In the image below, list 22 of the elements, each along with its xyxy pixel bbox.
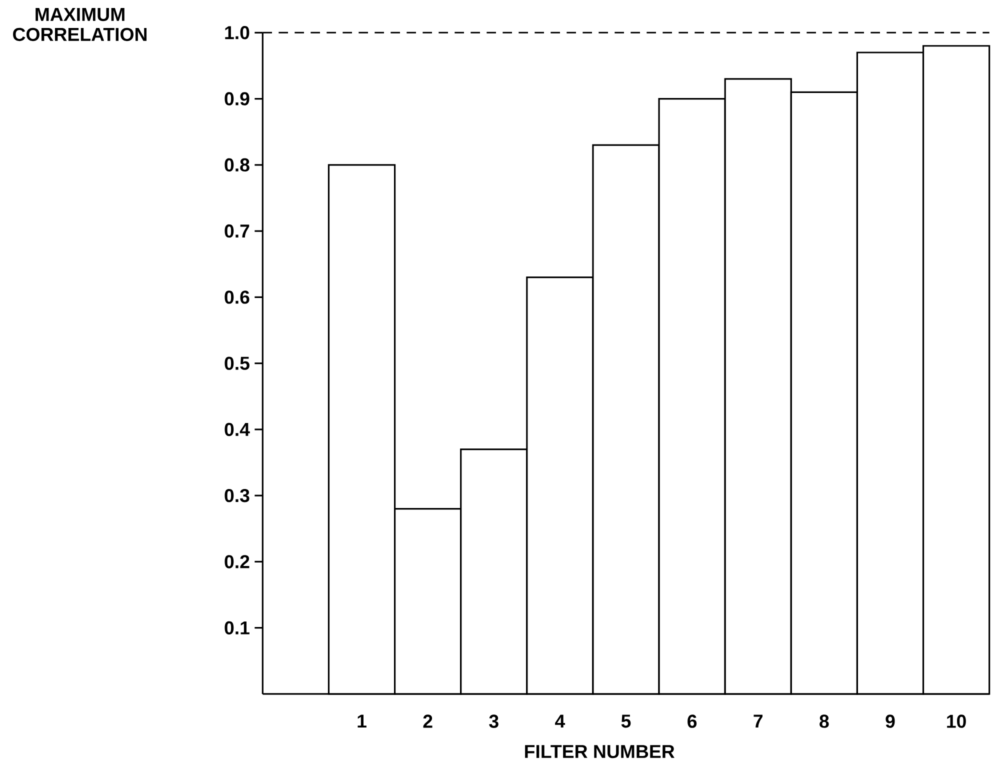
x-tick-label: 3 bbox=[489, 714, 498, 728]
y-tick-label: 0.9 bbox=[224, 92, 250, 106]
x-tick-label: 1 bbox=[358, 714, 366, 728]
y-tick-label: 0.2 bbox=[224, 555, 250, 568]
y-tick-label: 0.4 bbox=[224, 422, 250, 436]
x-tick-label: 9 bbox=[886, 714, 895, 728]
y-tick-label: 0.6 bbox=[224, 290, 250, 304]
y-tick-label: 0.3 bbox=[224, 488, 250, 502]
x-tick-label: 6 bbox=[688, 714, 697, 728]
x-tick-label: 4 bbox=[555, 714, 566, 728]
x-axis-title: FILTER NUMBER bbox=[525, 745, 674, 758]
y-tick-label: 1.0 bbox=[225, 26, 250, 40]
x-tick-label: 5 bbox=[621, 714, 631, 728]
y-tick-label: 0.8 bbox=[224, 158, 250, 172]
y-tick-label: 0.7 bbox=[224, 224, 250, 238]
x-tick-label: 7 bbox=[754, 714, 762, 728]
y-tick-label: 0.5 bbox=[224, 356, 250, 370]
y-axis-title: MAXIMUM CORRELATION bbox=[13, 8, 147, 42]
x-tick-label: 10 bbox=[947, 714, 966, 728]
x-tick-label: 2 bbox=[423, 714, 432, 728]
x-tick-label: 8 bbox=[820, 714, 829, 728]
y-tick-label: 0.1 bbox=[224, 621, 250, 634]
